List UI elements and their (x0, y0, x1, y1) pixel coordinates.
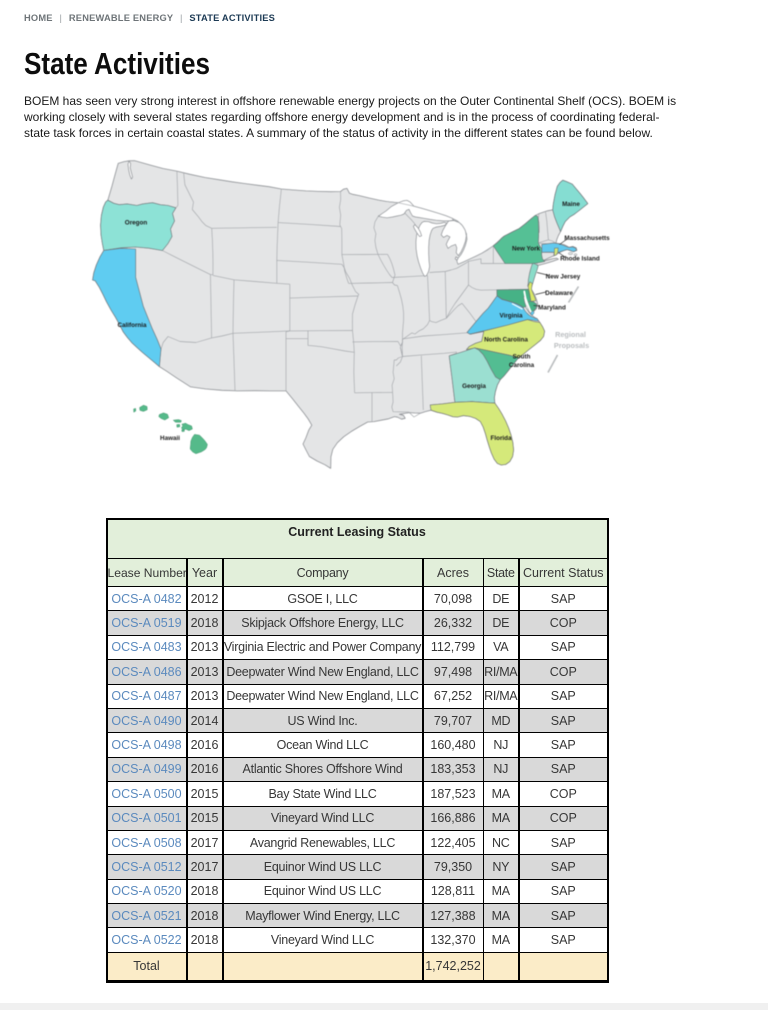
svg-text:Massachusetts: Massachusetts (564, 235, 610, 242)
svg-text:Georgia: Georgia (462, 383, 486, 390)
svg-text:New Jersey: New Jersey (546, 274, 581, 281)
svg-text:New York: New York (512, 246, 541, 253)
svg-text:Delaware: Delaware (545, 290, 573, 297)
svg-text:North Carolina: North Carolina (484, 337, 528, 344)
svg-text:Virginia: Virginia (500, 313, 523, 320)
svg-text:Carolina: Carolina (509, 362, 535, 369)
svg-text:Oregon: Oregon (125, 220, 148, 227)
svg-text:Hawaii: Hawaii (160, 435, 180, 442)
svg-text:Rhode Island: Rhode Island (560, 256, 600, 263)
svg-text:Maryland: Maryland (538, 305, 566, 312)
svg-text:Florida: Florida (491, 435, 512, 442)
svg-text:California: California (117, 322, 147, 329)
svg-text:Regional: Regional (555, 330, 586, 339)
svg-text:South: South (513, 354, 531, 361)
svg-text:Maine: Maine (562, 201, 580, 208)
svg-text:Proposals: Proposals (554, 341, 589, 350)
